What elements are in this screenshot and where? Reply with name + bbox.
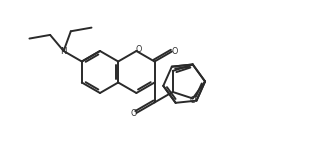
- Text: N: N: [60, 47, 67, 55]
- Text: O: O: [131, 109, 137, 118]
- Text: O: O: [136, 46, 142, 54]
- Text: O: O: [171, 47, 178, 56]
- Text: O: O: [189, 96, 196, 105]
